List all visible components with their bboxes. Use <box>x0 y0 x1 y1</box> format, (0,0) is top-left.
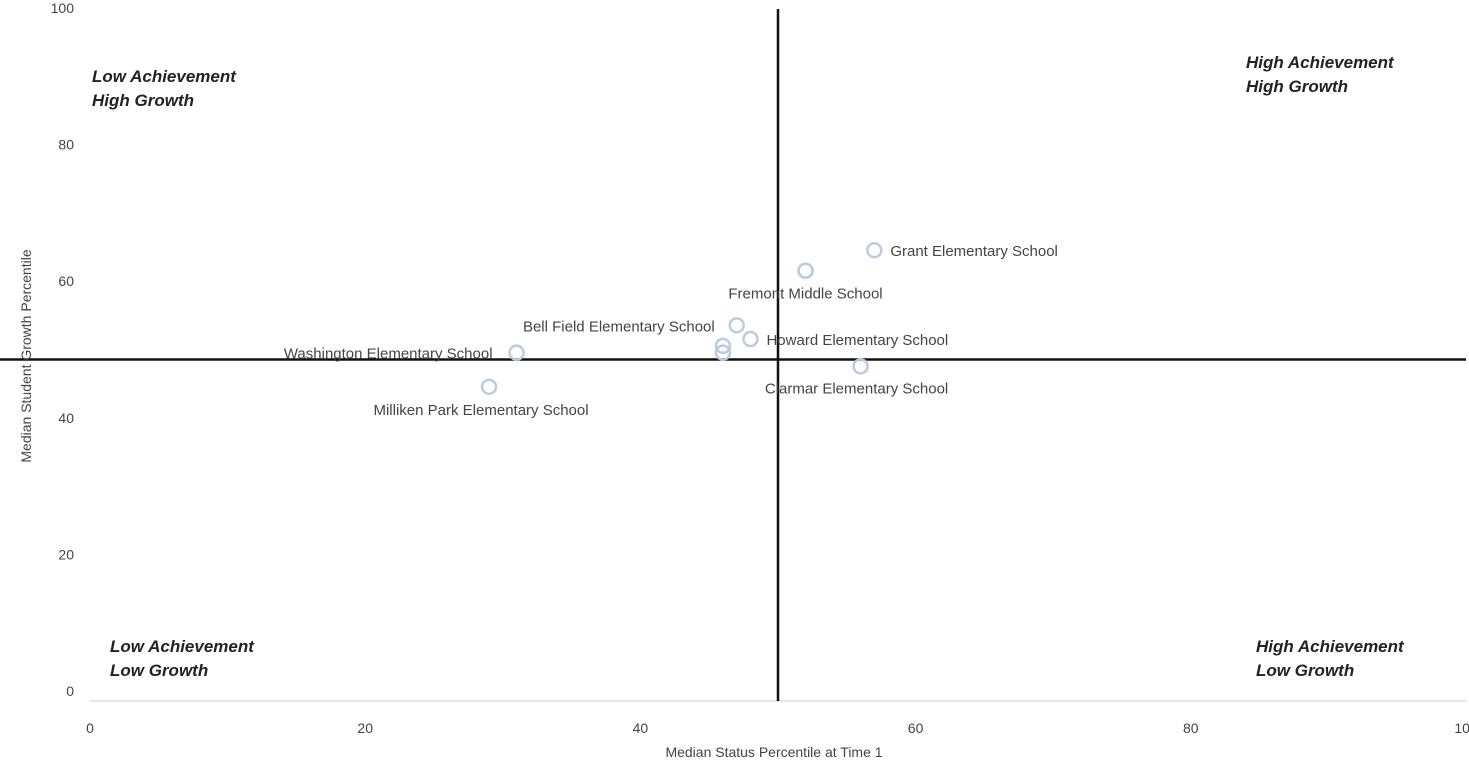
reference-lines-layer <box>0 9 1466 701</box>
x-tick-label: 40 <box>633 720 649 736</box>
data-point <box>852 358 869 375</box>
y-tick-label: 40 <box>58 410 74 426</box>
data-point <box>866 241 883 259</box>
quadrant-label-top-left: Low Achievement <box>92 67 237 86</box>
data-point <box>480 378 498 396</box>
y-tick-label: 80 <box>58 137 74 153</box>
data-point <box>714 344 732 361</box>
quadrant-label-bottom-right: High Achievement <box>1256 637 1405 656</box>
x-axis-title: Median Status Percentile at Time 1 <box>665 744 882 760</box>
y-tick-label: 60 <box>58 273 74 289</box>
x-tick-label: 20 <box>357 720 373 736</box>
data-point-label: Milliken Park Elementary School <box>373 402 588 419</box>
quadrant-label-bottom-left: Low Growth <box>110 661 208 680</box>
data-point <box>797 262 814 279</box>
x-tick-label: 0 <box>86 720 94 736</box>
y-tick-label: 20 <box>58 546 74 562</box>
data-point <box>714 337 732 355</box>
point-labels-layer: Grant Elementary School Fremont Middle Sc… <box>284 243 1058 419</box>
data-point-label: Bell Field Elementary School <box>523 318 715 335</box>
data-point-label: Grant Elementary School <box>890 243 1058 260</box>
y-tick-label: 0 <box>66 683 74 699</box>
data-point-label: Howard Elementary School <box>766 332 948 349</box>
data-point-label: Clarmar Elementary School <box>765 380 948 397</box>
data-point <box>728 317 745 334</box>
data-point <box>508 344 525 361</box>
quadrant-label-top-right: High Achievement <box>1246 53 1395 72</box>
quadrant-label-bottom-right: Low Growth <box>1256 661 1354 680</box>
points-layer <box>480 241 883 396</box>
data-point-label: Washington Elementary School <box>284 346 493 363</box>
axes-layer: 0 20 40 60 80 100 0 20 40 60 80 100 <box>51 0 1469 736</box>
quadrant-label-top-right: High Growth <box>1246 77 1348 96</box>
quadrant-label-top-left: High Growth <box>92 91 194 110</box>
data-point-label: Fremont Middle School <box>728 286 882 303</box>
x-tick-label: 60 <box>908 720 924 736</box>
y-axis-title: Median Student Growth Percentile <box>18 249 34 462</box>
quadrant-label-bottom-left: Low Achievement <box>110 637 255 656</box>
x-tick-label: 100 <box>1454 720 1469 736</box>
data-point <box>742 330 759 348</box>
x-tick-label: 80 <box>1183 720 1199 736</box>
quadrant-labels-layer: Low Achievement High Growth High Achieveme… <box>92 53 1405 680</box>
y-tick-label: 100 <box>51 0 75 16</box>
